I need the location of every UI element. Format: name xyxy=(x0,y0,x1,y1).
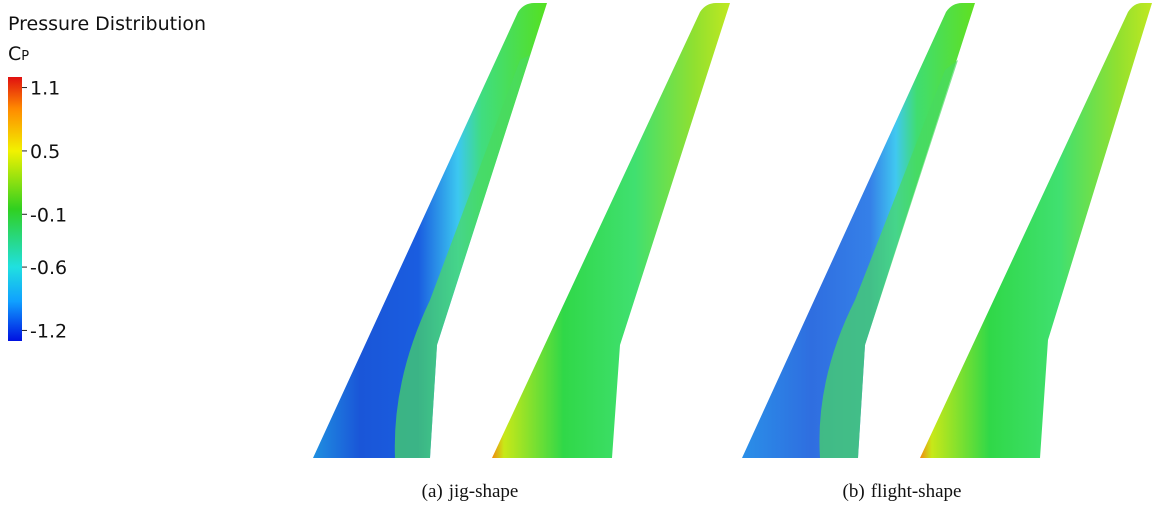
colorbar-tick-label: 0.5 xyxy=(30,141,60,163)
caption-b: (b) flight-shape xyxy=(843,481,962,502)
wing-flight-lower xyxy=(920,3,1152,458)
colorbar-tick-label: 1.1 xyxy=(30,78,60,100)
wing-jig-upper xyxy=(313,3,547,458)
panel-caption: flight-shape xyxy=(871,481,962,502)
caption-a: (a)jig-shape xyxy=(422,481,519,502)
colorbar-tick-label: -0.1 xyxy=(30,204,67,226)
colorbar-tick-label: -1.2 xyxy=(30,320,67,342)
panel-caption: jig-shape xyxy=(448,481,519,502)
colorbar-tick-label: -0.6 xyxy=(30,257,67,279)
panel-label: (a) xyxy=(422,481,443,502)
legend-variable: Cp xyxy=(8,43,29,65)
page: {"legend": {"title": "Pressure Distribut… xyxy=(0,0,1152,506)
wing-jig-lower xyxy=(492,3,730,458)
colorbar xyxy=(8,77,22,341)
legend-title: Pressure Distribution xyxy=(8,13,206,35)
wing-flight-upper xyxy=(742,3,975,458)
panel-label: (b) xyxy=(843,481,865,502)
figure: Pressure Distribution Cp 1.1 0.5 -0.1 -0.6 -… xyxy=(0,0,1152,506)
colorbar-ticks: 1.1 0.5 -0.1 -0.6 -1.2 xyxy=(22,78,67,343)
